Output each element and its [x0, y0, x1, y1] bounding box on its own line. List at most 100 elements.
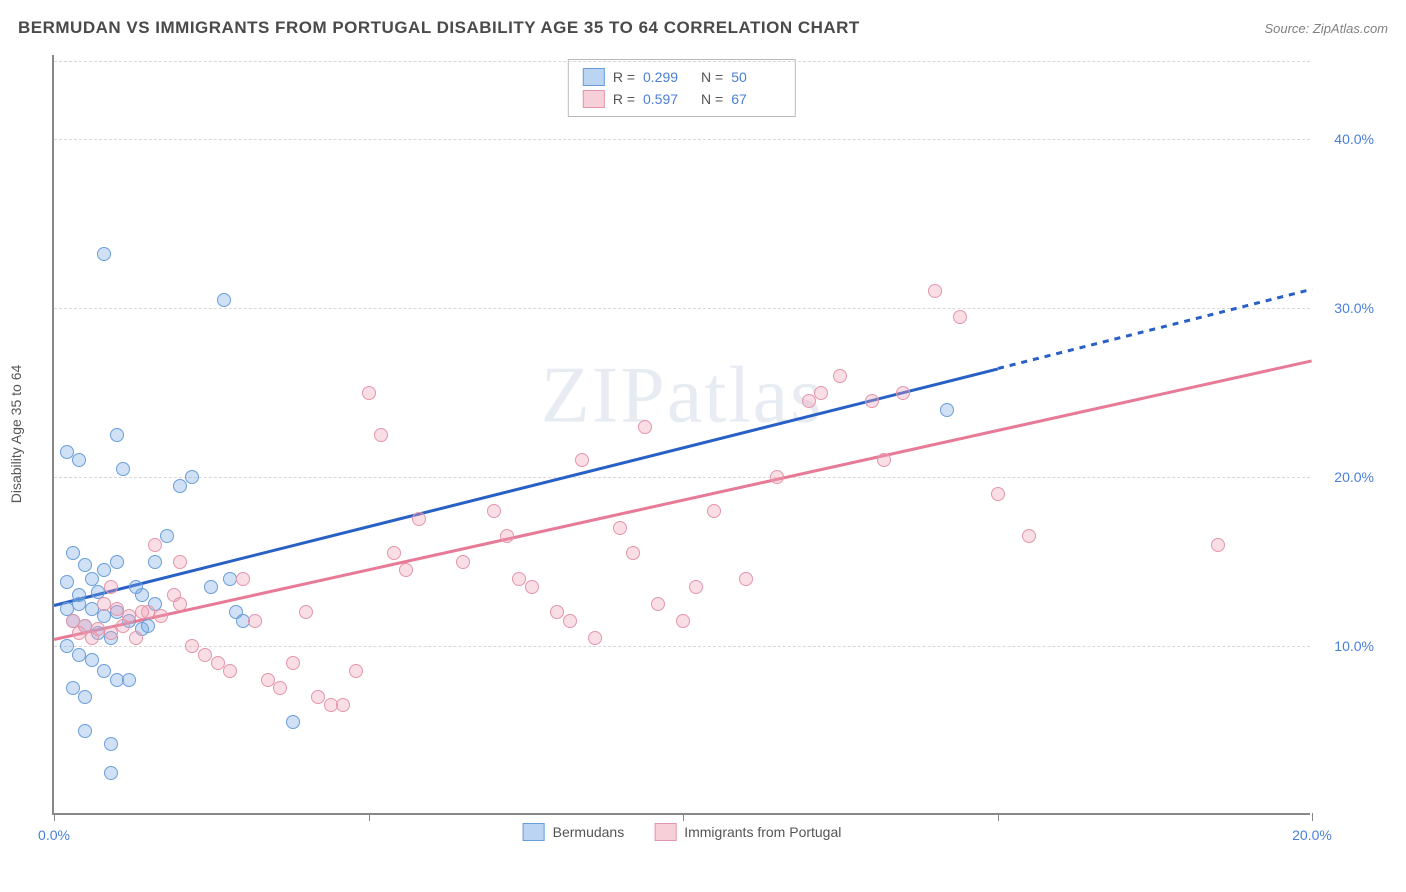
- n-value-blue: 50: [731, 69, 781, 85]
- data-point: [286, 715, 300, 729]
- data-point: [104, 737, 118, 751]
- data-point: [66, 681, 80, 695]
- xtick: [683, 813, 684, 821]
- data-point: [204, 580, 218, 594]
- series-legend: Bermudans Immigrants from Portugal: [523, 823, 842, 841]
- gridline: [54, 61, 1310, 62]
- xtick: [54, 813, 55, 821]
- data-point: [60, 445, 74, 459]
- legend-label: Immigrants from Portugal: [684, 824, 841, 840]
- data-point: [116, 462, 130, 476]
- chart-area: Disability Age 35 to 64 ZIPatlas R = 0.2…: [52, 55, 1382, 815]
- data-point: [588, 631, 602, 645]
- r-label: R =: [613, 91, 635, 107]
- data-point: [638, 420, 652, 434]
- data-point: [60, 575, 74, 589]
- gridline: [54, 646, 1310, 647]
- legend-item-portugal: Immigrants from Portugal: [654, 823, 841, 841]
- data-point: [223, 664, 237, 678]
- data-point: [1022, 529, 1036, 543]
- xtick: [1312, 813, 1313, 821]
- ytick-label: 20.0%: [1334, 469, 1374, 485]
- data-point: [456, 555, 470, 569]
- ytick-label: 10.0%: [1334, 638, 1374, 654]
- y-axis-label: Disability Age 35 to 64: [8, 365, 24, 504]
- data-point: [97, 247, 111, 261]
- data-point: [78, 724, 92, 738]
- ytick-label: 30.0%: [1334, 300, 1374, 316]
- data-point: [676, 614, 690, 628]
- source-label: Source: ZipAtlas.com: [1264, 21, 1388, 36]
- xtick-label: 0.0%: [38, 827, 70, 843]
- data-point: [273, 681, 287, 695]
- data-point: [72, 588, 86, 602]
- legend-item-bermudans: Bermudans: [523, 823, 625, 841]
- data-point: [412, 512, 426, 526]
- data-point: [399, 563, 413, 577]
- data-point: [60, 639, 74, 653]
- data-point: [349, 664, 363, 678]
- data-point: [877, 453, 891, 467]
- data-point: [129, 631, 143, 645]
- data-point: [991, 487, 1005, 501]
- data-point: [802, 394, 816, 408]
- data-point: [85, 631, 99, 645]
- data-point: [185, 639, 199, 653]
- legend-label: Bermudans: [553, 824, 625, 840]
- data-point: [72, 453, 86, 467]
- data-point: [487, 504, 501, 518]
- r-value-pink: 0.597: [643, 91, 693, 107]
- data-point: [865, 394, 879, 408]
- data-point: [833, 369, 847, 383]
- xtick: [369, 813, 370, 821]
- data-point: [97, 563, 111, 577]
- data-point: [575, 453, 589, 467]
- data-point: [78, 558, 92, 572]
- data-point: [626, 546, 640, 560]
- data-point: [217, 293, 231, 307]
- gridline: [54, 308, 1310, 309]
- data-point: [651, 597, 665, 611]
- swatch-blue-icon: [523, 823, 545, 841]
- data-point: [185, 470, 199, 484]
- swatch-blue-icon: [583, 68, 605, 86]
- data-point: [148, 538, 162, 552]
- data-point: [500, 529, 514, 543]
- data-point: [110, 428, 124, 442]
- data-point: [299, 605, 313, 619]
- n-label: N =: [701, 91, 723, 107]
- data-point: [66, 546, 80, 560]
- data-point: [953, 310, 967, 324]
- swatch-pink-icon: [654, 823, 676, 841]
- gridline: [54, 139, 1310, 140]
- data-point: [85, 572, 99, 586]
- data-point: [525, 580, 539, 594]
- data-point: [154, 609, 168, 623]
- data-point: [211, 656, 225, 670]
- scatter-plot: Disability Age 35 to 64 ZIPatlas R = 0.2…: [52, 55, 1310, 815]
- data-point: [613, 521, 627, 535]
- watermark: ZIPatlas: [541, 351, 824, 442]
- n-label: N =: [701, 69, 723, 85]
- correlation-legend: R = 0.299 N = 50 R = 0.597 N = 67: [568, 59, 796, 117]
- data-point: [563, 614, 577, 628]
- data-point: [374, 428, 388, 442]
- r-label: R =: [613, 69, 635, 85]
- n-value-pink: 67: [731, 91, 781, 107]
- xtick: [998, 813, 999, 821]
- ytick-label: 40.0%: [1334, 131, 1374, 147]
- data-point: [896, 386, 910, 400]
- data-point: [78, 690, 92, 704]
- xtick-label: 20.0%: [1292, 827, 1332, 843]
- data-point: [928, 284, 942, 298]
- data-point: [97, 664, 111, 678]
- chart-header: BERMUDAN VS IMMIGRANTS FROM PORTUGAL DIS…: [18, 18, 1388, 38]
- legend-row-blue: R = 0.299 N = 50: [583, 66, 781, 88]
- data-point: [129, 580, 143, 594]
- data-point: [173, 555, 187, 569]
- data-point: [770, 470, 784, 484]
- data-point: [148, 555, 162, 569]
- swatch-pink-icon: [583, 90, 605, 108]
- data-point: [707, 504, 721, 518]
- data-point: [248, 614, 262, 628]
